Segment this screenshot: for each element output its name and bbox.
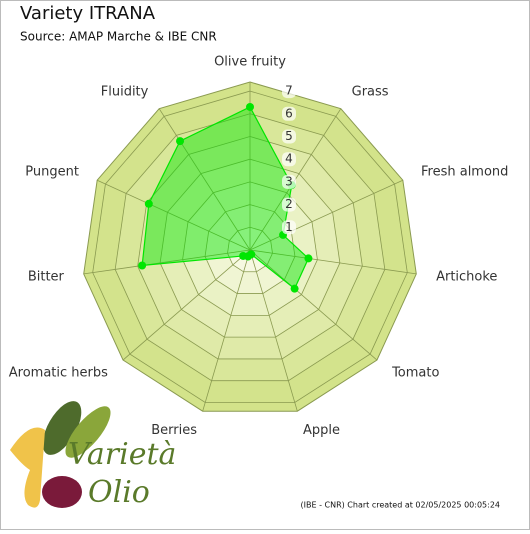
spoke — [249, 249, 298, 412]
data-point — [239, 251, 248, 260]
r-tick-label: 3 — [285, 174, 293, 188]
spoke — [249, 249, 378, 361]
tick-label-bg — [282, 106, 296, 121]
spoke — [83, 249, 251, 275]
logo-text: Olio — [88, 475, 150, 510]
tick-label-bg — [282, 152, 296, 167]
axis-label: Pungent — [25, 164, 79, 179]
logo: Varietà Olio — [10, 401, 176, 510]
spoke — [249, 179, 403, 251]
spoke — [202, 249, 251, 412]
r-tick-label: 5 — [285, 129, 293, 143]
data-point — [304, 254, 313, 263]
tick-label-bg — [282, 129, 296, 144]
axis-label: Bitter — [28, 269, 65, 284]
footnote: (IBE - CNR) Chart created at 02/05/2025 … — [301, 501, 501, 510]
data-point — [246, 102, 254, 111]
r-tick-label: 4 — [285, 152, 293, 166]
axis-label: Fluidity — [101, 84, 149, 99]
r-tick-label: 1 — [285, 220, 293, 234]
tick-label-bg — [282, 174, 296, 189]
logo-text: Varietà — [68, 437, 176, 472]
axis-label: Apple — [303, 423, 340, 438]
tick-label-bg — [282, 84, 296, 99]
data-point — [176, 137, 185, 146]
axis-label: Fresh almond — [421, 164, 508, 179]
spoke — [122, 249, 251, 361]
spoke — [249, 249, 417, 275]
r-tick-label: 7 — [285, 84, 293, 98]
axis-label: Tomato — [391, 366, 439, 381]
tick-label-bg — [282, 197, 296, 212]
axis-label: Berries — [151, 423, 197, 438]
data-point — [144, 199, 153, 208]
data-point — [138, 261, 147, 270]
axis-label: Aromatic herbs — [9, 366, 108, 381]
spoke — [158, 108, 251, 251]
data-point — [290, 284, 299, 293]
chart-title: Variety ITRANA — [20, 3, 156, 24]
tick-label-bg — [282, 220, 296, 235]
axis-label: Grass — [352, 84, 389, 99]
r-tick-label: 6 — [285, 106, 293, 120]
spoke — [97, 179, 251, 251]
axis-label: Olive fruity — [214, 55, 286, 70]
axis-label: Artichoke — [436, 269, 497, 284]
r-tick-label: 2 — [285, 197, 293, 211]
chart-subtitle: Source: AMAP Marche & IBE CNR — [20, 30, 217, 44]
